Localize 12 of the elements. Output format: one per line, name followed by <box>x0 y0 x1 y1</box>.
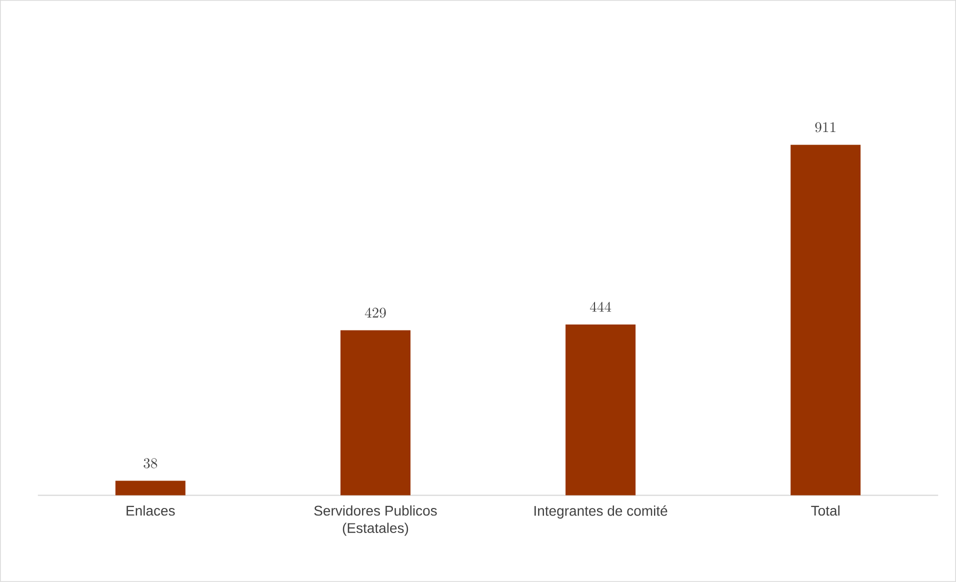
bar <box>340 330 410 496</box>
data-label: 429 <box>364 308 386 318</box>
bar <box>790 144 861 496</box>
data-label: 444 <box>590 302 612 312</box>
x-tick-label: Total <box>811 505 840 516</box>
bar <box>115 480 186 496</box>
x-tick-label: Servidores Publicos (Estatales) <box>314 505 437 536</box>
x-tick-label: Enlaces <box>126 505 175 516</box>
x-tick-label: Integrantes de comité <box>534 505 668 519</box>
data-label: 38 <box>144 458 158 468</box>
bar <box>566 324 636 496</box>
data-label: 911 <box>815 122 836 132</box>
